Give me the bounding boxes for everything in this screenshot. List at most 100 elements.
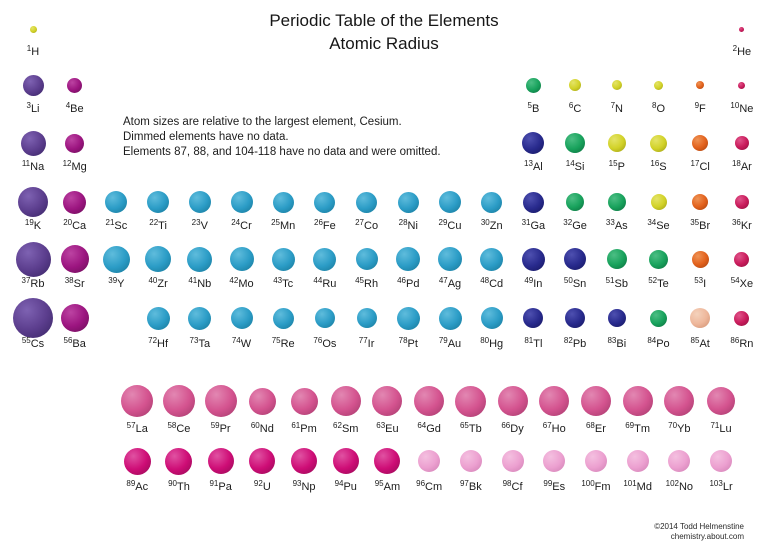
atomic-number-co: 27 (355, 217, 365, 227)
element-symbol-n: N (615, 103, 623, 115)
element-symbol-gd: Gd (426, 423, 441, 435)
atomic-number-mg: 12 (62, 158, 72, 168)
element-symbol-fe: Fe (322, 220, 336, 232)
element-sphere-ac (123, 447, 151, 475)
element-symbol-ac: Ac (135, 481, 149, 493)
element-label-nb: 41Nb (174, 276, 226, 290)
element-label-at: 85At (674, 336, 726, 350)
element-symbol-sr: Sr (73, 278, 85, 290)
element-sphere-c (569, 79, 582, 91)
element-label-ar: 18Ar (716, 159, 768, 173)
element-label-cf: 98Cf (487, 479, 539, 493)
element-sphere-ca (63, 190, 87, 214)
atomic-number-n: 7 (610, 100, 616, 110)
atomic-number-kr: 36 (731, 217, 741, 227)
element-sphere-cs (13, 298, 53, 338)
element-sphere-np (291, 448, 318, 474)
element-symbol-pb: Pb (572, 338, 587, 350)
element-symbol-nd: Nd (259, 423, 274, 435)
element-label-cd: 48Cd (466, 276, 518, 290)
element-symbol-v: V (200, 220, 208, 232)
element-symbol-w: W (240, 338, 252, 350)
element-label-no: 102No (653, 479, 705, 493)
element-label-cs: 55Cs (7, 336, 59, 350)
element-symbol-te: Te (657, 278, 669, 290)
element-symbol-cl: Cl (699, 161, 710, 173)
atomic-number-tl: 81 (524, 335, 534, 345)
element-label-tc: 43Tc (257, 275, 309, 290)
element-sphere-kr (734, 195, 749, 209)
element-sphere-bi (607, 309, 626, 327)
element-sphere-au (438, 306, 462, 330)
atomic-number-cr: 24 (231, 217, 241, 227)
element-sphere-al (522, 132, 545, 154)
copyright-credit: ©2014 Todd Helmenstine chemistry.about.c… (654, 522, 744, 541)
element-symbol-s: S (659, 161, 667, 173)
element-symbol-np: Np (301, 481, 316, 493)
element-label-dy: 66Dy (487, 421, 539, 435)
element-sphere-ta (188, 306, 212, 330)
element-symbol-os: Os (322, 338, 337, 350)
element-symbol-f: F (699, 103, 706, 115)
atomic-number-sr: 38 (64, 275, 74, 285)
element-symbol-li: Li (30, 103, 40, 115)
atomic-number-sm: 62 (333, 420, 342, 430)
element-label-sn: 50Sn (549, 276, 601, 290)
atomic-number-rb: 37 (21, 275, 31, 285)
atomic-number-cl: 17 (690, 158, 700, 168)
element-symbol-lr: Lr (722, 481, 733, 493)
element-sphere-am (374, 448, 401, 474)
element-symbol-ta: Ta (198, 338, 211, 350)
element-label-bk: 97Bk (445, 479, 497, 493)
element-symbol-br: Br (699, 220, 711, 232)
element-symbol-al: Al (532, 161, 543, 173)
element-sphere-eu (372, 386, 403, 416)
element-label-h: 1H (7, 44, 59, 58)
element-label-rh: 45Rh (341, 275, 393, 290)
element-sphere-ti (147, 191, 170, 213)
element-symbol-ho: Ho (551, 423, 566, 435)
element-symbol-no: No (678, 481, 694, 493)
element-label-au: 79Au (424, 335, 476, 350)
element-label-co: 27Co (341, 217, 393, 232)
atomic-number-v: 23 (191, 217, 201, 227)
element-label-p: 15P (591, 159, 643, 173)
element-sphere-md (626, 450, 649, 472)
element-label-al: 13Al (507, 159, 559, 173)
element-label-am: 95Am (361, 479, 413, 493)
element-symbol-ga: Ga (530, 220, 546, 232)
element-label-gd: 64Gd (403, 421, 455, 435)
element-sphere-mo (229, 247, 254, 271)
atomic-number-si: 14 (565, 158, 575, 168)
element-label-k: 19K (7, 218, 59, 232)
atomic-number-tc: 43 (273, 275, 283, 285)
atomic-number-rh: 45 (355, 275, 365, 285)
element-symbol-k: K (33, 220, 42, 232)
atomic-number-y: 39 (108, 275, 118, 285)
atomic-number-rn: 86 (730, 335, 740, 345)
source-site-line: chemistry.about.com (670, 531, 744, 541)
element-label-o: 8O (633, 101, 685, 115)
element-label-pu: 94Pu (320, 479, 372, 493)
element-symbol-na: Na (30, 161, 45, 173)
element-symbol-in: In (533, 278, 543, 290)
element-sphere-li (22, 74, 44, 96)
atomic-number-zr: 40 (148, 275, 158, 285)
atomic-number-au: 79 (438, 335, 448, 345)
element-label-mo: 42Mo (216, 276, 268, 290)
element-label-pt: 78Pt (382, 336, 434, 350)
element-symbol-pm: Pm (300, 423, 317, 435)
atomic-number-he: 2 (732, 43, 738, 53)
element-label-ne: 10Ne (716, 101, 768, 115)
element-label-rb: 37Rb (7, 275, 59, 290)
element-label-er: 68Er (570, 421, 622, 435)
atomic-number-sb: 51 (605, 275, 615, 285)
element-symbol-cu: Cu (447, 220, 462, 232)
element-label-np: 93Np (278, 479, 330, 493)
element-symbol-y: Y (117, 278, 125, 290)
atomic-number-ho: 67 (542, 420, 552, 430)
element-symbol-sn: Sn (572, 278, 587, 290)
atomic-number-pm: 61 (291, 420, 301, 430)
element-label-y: 39Y (90, 275, 142, 290)
element-symbol-ag: Ag (447, 278, 462, 290)
